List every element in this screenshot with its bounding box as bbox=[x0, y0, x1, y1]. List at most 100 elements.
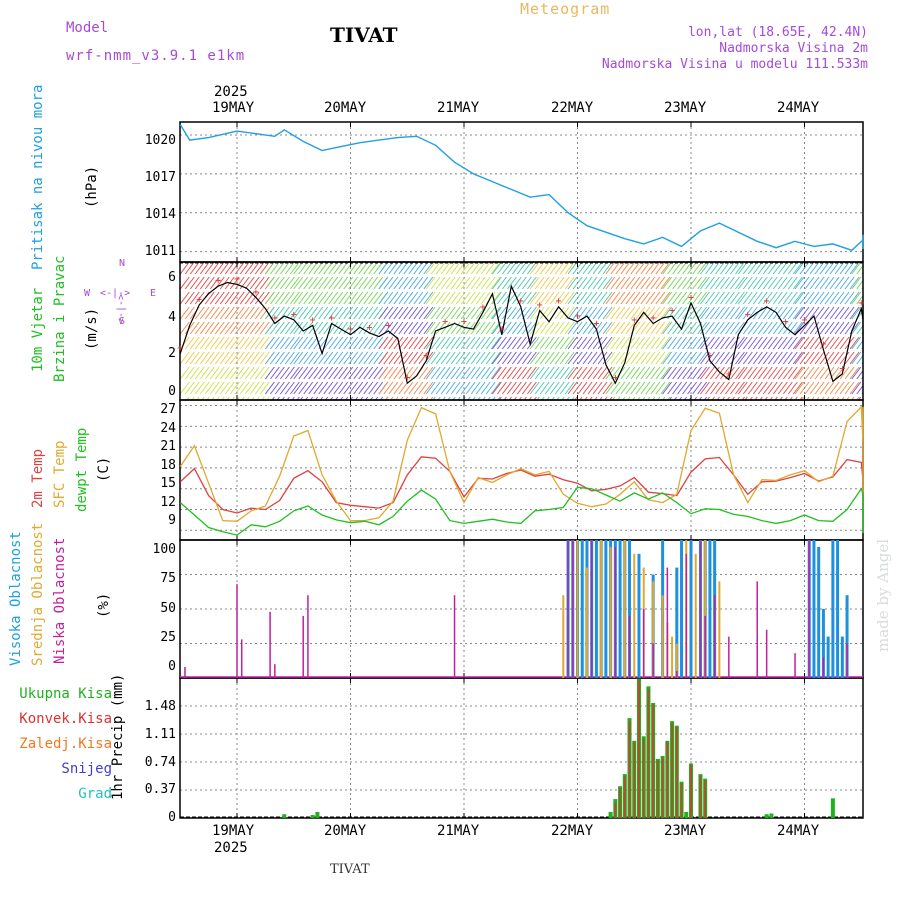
wind-hatch bbox=[410, 396, 414, 400]
wind-hatch bbox=[757, 336, 768, 350]
wind-hatch bbox=[735, 381, 745, 395]
wind-hatch bbox=[779, 396, 783, 400]
wind-hatch bbox=[697, 381, 708, 395]
wind-hatch bbox=[877, 382, 886, 394]
wind-hatch bbox=[725, 262, 735, 275]
wind-hatch bbox=[475, 381, 486, 395]
wind-hatch bbox=[839, 351, 850, 365]
wind-hatch bbox=[313, 306, 324, 320]
wind-hatch bbox=[849, 262, 860, 275]
wind-hatch bbox=[289, 306, 300, 320]
legend-frz-rain: Zaledj.Kisa bbox=[19, 736, 112, 752]
low-cloud-bar bbox=[728, 636, 730, 678]
wind-hatch bbox=[229, 366, 240, 380]
footer-station: TIVAT bbox=[330, 862, 370, 877]
wind-hatch bbox=[602, 366, 613, 380]
wind-hatch bbox=[333, 381, 344, 395]
wind-hatch bbox=[752, 351, 763, 365]
wind-hatch bbox=[328, 321, 339, 335]
wind-hatch bbox=[730, 291, 740, 305]
wind-hatch bbox=[844, 291, 855, 305]
wind-hatch bbox=[554, 262, 565, 275]
wind-hatch bbox=[373, 321, 384, 335]
wind-hatch bbox=[625, 262, 636, 275]
wind-hatch bbox=[333, 291, 344, 305]
pressure-tick-1011: 1011 bbox=[144, 244, 176, 259]
bottom-date-21may: 21MAY bbox=[437, 823, 480, 839]
wind-hatch bbox=[757, 276, 768, 290]
wind-hatch bbox=[851, 306, 862, 320]
wind-hatch bbox=[480, 351, 491, 365]
wind-hatch bbox=[592, 276, 603, 290]
wind-hatch bbox=[249, 306, 260, 320]
wind-hatch bbox=[266, 396, 270, 400]
wind-hatch bbox=[892, 292, 900, 304]
wind-hatch bbox=[892, 307, 900, 319]
wind-hatch bbox=[353, 291, 364, 305]
wind-hatch bbox=[435, 351, 446, 365]
wind-hatch bbox=[742, 381, 753, 395]
wind-hatch bbox=[279, 351, 290, 365]
wind-hatch bbox=[630, 306, 641, 320]
wind-hatch bbox=[308, 381, 319, 395]
wind-hatch bbox=[849, 381, 860, 395]
wind-hatch bbox=[480, 336, 491, 350]
wind-hatch bbox=[650, 291, 661, 305]
wind-hatch bbox=[293, 336, 304, 350]
wind-hatch bbox=[291, 396, 295, 400]
wind-hatch bbox=[259, 306, 270, 320]
wind-hatch bbox=[383, 336, 394, 350]
wind-hatch bbox=[872, 307, 881, 319]
wind-hatch bbox=[814, 321, 825, 335]
wind-hatch bbox=[485, 321, 496, 335]
wind-hatch bbox=[254, 262, 265, 275]
wind-hatch bbox=[430, 262, 441, 275]
wind-hatch bbox=[592, 262, 603, 275]
wind-hatch bbox=[475, 306, 486, 320]
wind-hatch bbox=[501, 306, 512, 320]
wind-hatch bbox=[736, 396, 740, 400]
wind-hatch bbox=[892, 367, 900, 379]
wind-hatch bbox=[529, 276, 540, 290]
wind-hatch bbox=[549, 351, 560, 365]
wind-hatch bbox=[383, 291, 394, 305]
wind-hatch bbox=[304, 396, 309, 400]
wind-hatch bbox=[440, 306, 451, 320]
wind-hatch bbox=[767, 291, 778, 305]
wind-hatch bbox=[206, 396, 210, 400]
wind-hatch bbox=[710, 262, 720, 275]
wind-hatch bbox=[201, 396, 205, 400]
wind-hatch bbox=[465, 276, 476, 290]
wind-hatch bbox=[715, 291, 725, 305]
wind-hatch bbox=[440, 262, 451, 275]
wind-hatch bbox=[338, 366, 349, 380]
wind-hatch bbox=[318, 262, 329, 275]
wind-hatch bbox=[577, 306, 588, 320]
wind-hatch bbox=[757, 291, 768, 305]
meteogram-title: Meteogram bbox=[520, 0, 611, 18]
wind-hatch bbox=[189, 336, 200, 350]
wind-hatch bbox=[395, 396, 399, 400]
wind-hatch bbox=[752, 366, 763, 380]
wind-hatch bbox=[794, 291, 805, 305]
wind-hatch bbox=[752, 291, 763, 305]
wind-hatch bbox=[529, 262, 540, 275]
wind-hatch bbox=[308, 262, 319, 275]
wind-hatch bbox=[289, 351, 300, 365]
wind-hatch bbox=[617, 396, 621, 400]
wind-hatch bbox=[620, 306, 631, 320]
wind-hatch bbox=[529, 381, 540, 395]
wind-hatch bbox=[892, 352, 900, 364]
wind-hatch bbox=[450, 276, 461, 290]
wind-hatch bbox=[715, 321, 725, 335]
wind-hatch bbox=[767, 321, 778, 335]
wind-hatch bbox=[615, 276, 626, 290]
wind-hatch bbox=[777, 262, 788, 275]
wind-hatch bbox=[491, 381, 502, 395]
wind-hatch bbox=[867, 262, 876, 274]
wind-hatch bbox=[388, 306, 399, 320]
wind-hatch bbox=[440, 291, 451, 305]
wind-hatch bbox=[199, 366, 210, 380]
wind-hatch bbox=[229, 262, 240, 275]
wind-hatch bbox=[274, 262, 285, 275]
